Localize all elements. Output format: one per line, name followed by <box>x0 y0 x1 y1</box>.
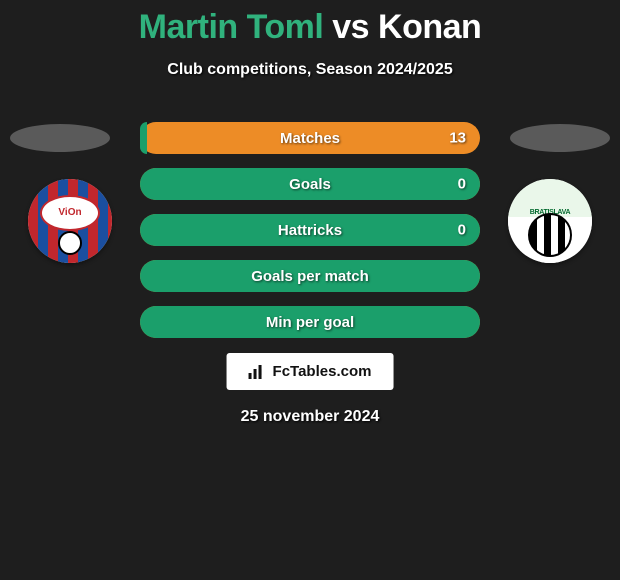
stat-label: Goals per match <box>251 268 369 285</box>
stat-label: Min per goal <box>266 314 354 331</box>
stat-label: Matches <box>280 130 340 147</box>
soccer-ball-icon <box>58 231 82 255</box>
club-right-badge: BRATISLAVA <box>500 179 600 263</box>
stripes-icon <box>528 213 572 257</box>
player1-avatar-placeholder <box>10 124 110 152</box>
club-left-label: ViOn <box>40 195 100 231</box>
watermark-badge: FcTables.com <box>227 353 394 390</box>
stat-label: Hattricks <box>278 222 342 239</box>
stat-row: Goals 0 <box>140 168 480 200</box>
stat-value-right: 13 <box>449 130 466 147</box>
date-text: 25 november 2024 <box>0 408 620 426</box>
comparison-title: Martin Toml vs Konan <box>0 8 620 47</box>
stat-value-right: 0 <box>458 176 466 193</box>
player2-name: Konan <box>378 8 481 46</box>
stat-value-right: 0 <box>458 222 466 239</box>
vs-text: vs <box>332 8 369 46</box>
stats-panel: Matches 13 Goals 0 Hattricks 0 Goals per match… <box>140 122 480 352</box>
stat-row: Min per goal <box>140 306 480 338</box>
watermark-text: FcTables.com <box>273 363 372 380</box>
stat-row: Matches 13 <box>140 122 480 154</box>
stat-label: Goals <box>289 176 331 193</box>
bar-chart-icon <box>249 365 267 379</box>
stat-row: Hattricks 0 <box>140 214 480 246</box>
player2-avatar-placeholder <box>510 124 610 152</box>
subtitle: Club competitions, Season 2024/2025 <box>0 61 620 79</box>
player1-name: Martin Toml <box>139 8 324 46</box>
club-left-badge: ViOn <box>20 179 120 263</box>
stat-row: Goals per match <box>140 260 480 292</box>
